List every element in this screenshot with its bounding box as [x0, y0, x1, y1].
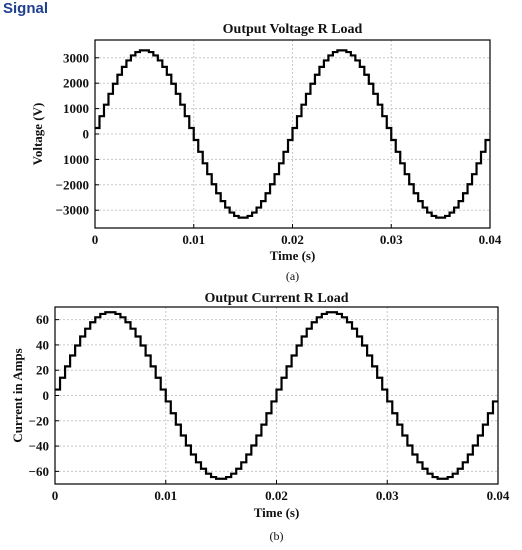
- y-axis-label: Current in Amps: [10, 348, 25, 442]
- y-tick-label: −20: [29, 413, 49, 428]
- y-tick-label: 1000: [63, 152, 89, 167]
- series-line: [95, 49, 490, 219]
- x-tick-label: 0: [52, 488, 59, 503]
- y-tick-label: 20: [36, 363, 49, 378]
- y-tick-label: 1000: [63, 101, 89, 116]
- y-tick-label: −2000: [56, 177, 89, 192]
- y-tick-label: 2000: [63, 76, 89, 91]
- x-tick-label: 0.03: [376, 488, 399, 503]
- header-label: Signal: [3, 0, 49, 17]
- x-tick-label: 0.04: [479, 232, 502, 247]
- x-axis-label: Time (s): [254, 505, 300, 520]
- chart-1: 0 0.01 0.02 0.03 0.04 60 40 20 0 −20 −40 −60 Output …: [10, 291, 510, 543]
- y-tick-label: −40: [29, 439, 49, 454]
- x-tick-label: 0.02: [281, 232, 304, 247]
- y-tick-label: 3000: [63, 50, 89, 65]
- y-tick-label: 60: [36, 312, 49, 327]
- x-axis-label: Time (s): [270, 248, 316, 263]
- x-tick-label: 0: [92, 232, 99, 247]
- chart-0: 0 0.01 0.02 0.03 0.04 3000 2000 1000 0 1000 −2000 −…: [30, 22, 502, 283]
- chart-title: Output Voltage R Load: [223, 22, 363, 37]
- series-line: [55, 311, 498, 480]
- y-tick-label: 0: [43, 388, 50, 403]
- figure-caption: (a): [286, 269, 299, 283]
- figure-caption: (b): [270, 529, 284, 543]
- x-tick-label: 0.01: [182, 232, 205, 247]
- x-tick-label: 0.02: [265, 488, 288, 503]
- y-tick-label: 40: [36, 337, 49, 352]
- y-tick-label: 0: [83, 127, 90, 142]
- chart-title: Output Current R Load: [204, 291, 348, 306]
- y-tick-label: −3000: [56, 203, 89, 218]
- y-axis-label: Voltage (V): [30, 103, 45, 166]
- x-tick-label: 0.04: [487, 488, 510, 503]
- x-tick-label: 0.01: [154, 488, 177, 503]
- x-tick-label: 0.03: [380, 232, 403, 247]
- y-tick-label: −60: [29, 464, 49, 479]
